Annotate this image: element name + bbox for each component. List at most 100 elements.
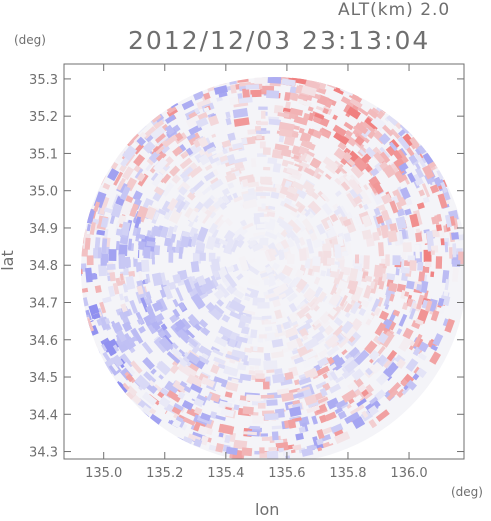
y-tick-label: 34.4 bbox=[29, 408, 58, 423]
velocity-cell bbox=[424, 261, 432, 268]
velocity-cell bbox=[249, 366, 255, 370]
velocity-cell bbox=[225, 446, 238, 456]
velocity-cell bbox=[200, 352, 209, 361]
velocity-cell bbox=[363, 255, 370, 270]
velocity-cell bbox=[134, 92, 148, 106]
velocity-cell bbox=[228, 77, 235, 79]
velocity-cell bbox=[256, 130, 271, 134]
velocity-cell bbox=[186, 190, 197, 201]
velocity-cell bbox=[213, 356, 226, 365]
velocity-cell bbox=[339, 77, 352, 83]
x-tick-label: 135.2 bbox=[146, 466, 183, 481]
velocity-cell bbox=[278, 251, 285, 260]
velocity-cell bbox=[388, 321, 397, 331]
velocity-cell bbox=[222, 195, 230, 204]
velocity-cell bbox=[314, 365, 330, 378]
velocity-cell bbox=[250, 89, 262, 98]
velocity-cell bbox=[189, 165, 203, 178]
velocity-cell bbox=[351, 83, 364, 94]
velocity-cell bbox=[343, 121, 354, 131]
velocity-cell bbox=[133, 98, 148, 112]
velocity-cell bbox=[113, 171, 124, 186]
velocity-cell bbox=[149, 92, 160, 101]
velocity-cell bbox=[330, 263, 339, 272]
velocity-cell bbox=[451, 267, 459, 283]
velocity-cell bbox=[86, 160, 95, 172]
velocity-cell bbox=[260, 176, 272, 184]
velocity-cell bbox=[261, 436, 276, 442]
velocity-cell bbox=[107, 285, 116, 298]
velocity-cell bbox=[350, 404, 365, 416]
velocity-cell bbox=[204, 164, 213, 171]
velocity-cell bbox=[393, 157, 405, 169]
velocity-cell bbox=[363, 184, 369, 191]
velocity-cell bbox=[158, 374, 164, 380]
velocity-cell bbox=[99, 301, 107, 314]
velocity-cell bbox=[256, 134, 262, 140]
velocity-cell bbox=[142, 140, 156, 154]
velocity-cell bbox=[309, 157, 322, 170]
velocity-cell bbox=[386, 349, 398, 362]
velocity-cell bbox=[422, 152, 434, 165]
velocity-cell bbox=[373, 307, 381, 317]
velocity-cell bbox=[330, 423, 344, 434]
velocity-cell bbox=[151, 272, 163, 287]
velocity-cell bbox=[239, 373, 252, 382]
velocity-cell bbox=[157, 208, 167, 216]
velocity-cell bbox=[370, 167, 380, 177]
velocity-cell bbox=[307, 106, 314, 112]
velocity-cell bbox=[193, 323, 202, 332]
velocity-cell bbox=[344, 311, 351, 318]
velocity-cell bbox=[226, 154, 237, 165]
velocity-cell bbox=[354, 254, 360, 264]
velocity-cell bbox=[364, 146, 377, 159]
velocity-cell bbox=[211, 133, 217, 139]
velocity-cell bbox=[440, 238, 445, 246]
velocity-cell bbox=[225, 111, 231, 119]
velocity-cell bbox=[405, 280, 416, 290]
velocity-cell bbox=[228, 299, 246, 314]
velocity-cell bbox=[169, 165, 181, 177]
velocity-cell bbox=[429, 351, 442, 365]
velocity-cell bbox=[371, 107, 380, 115]
velocity-cell bbox=[203, 92, 211, 100]
velocity-cell bbox=[82, 177, 89, 187]
velocity-cell bbox=[87, 173, 98, 187]
velocity-cell bbox=[357, 132, 370, 144]
velocity-cell bbox=[309, 297, 322, 311]
velocity-cell bbox=[172, 273, 182, 284]
velocity-cell bbox=[260, 433, 268, 437]
velocity-cell bbox=[342, 162, 353, 173]
velocity-cell bbox=[402, 242, 413, 253]
velocity-cell bbox=[223, 365, 239, 377]
velocity-cell bbox=[284, 77, 295, 79]
velocity-cell bbox=[452, 243, 457, 258]
velocity-cell bbox=[161, 173, 172, 184]
velocity-cell bbox=[370, 361, 383, 375]
velocity-cell bbox=[322, 156, 339, 171]
velocity-cell bbox=[253, 216, 261, 225]
velocity-cell bbox=[131, 111, 145, 124]
velocity-cell bbox=[347, 279, 359, 291]
velocity-cell bbox=[348, 335, 356, 343]
velocity-cell bbox=[292, 69, 298, 76]
velocity-cell bbox=[172, 308, 181, 318]
velocity-cell bbox=[150, 112, 162, 123]
velocity-cell bbox=[367, 108, 379, 119]
velocity-cell bbox=[93, 201, 101, 212]
y-tick-label: 34.6 bbox=[29, 334, 58, 349]
velocity-cell bbox=[254, 77, 269, 84]
velocity-cell bbox=[134, 374, 151, 391]
velocity-cell bbox=[81, 217, 82, 223]
velocity-cell bbox=[322, 107, 330, 115]
velocity-cell bbox=[379, 310, 390, 321]
velocity-cell bbox=[232, 142, 244, 150]
velocity-cell bbox=[430, 250, 435, 255]
velocity-cell bbox=[144, 291, 152, 300]
velocity-cell bbox=[166, 389, 182, 403]
velocity-cell bbox=[389, 128, 401, 140]
velocity-cell bbox=[312, 319, 323, 329]
velocity-cell bbox=[259, 334, 267, 339]
velocity-cell bbox=[190, 293, 206, 310]
velocity-cell bbox=[414, 318, 424, 326]
